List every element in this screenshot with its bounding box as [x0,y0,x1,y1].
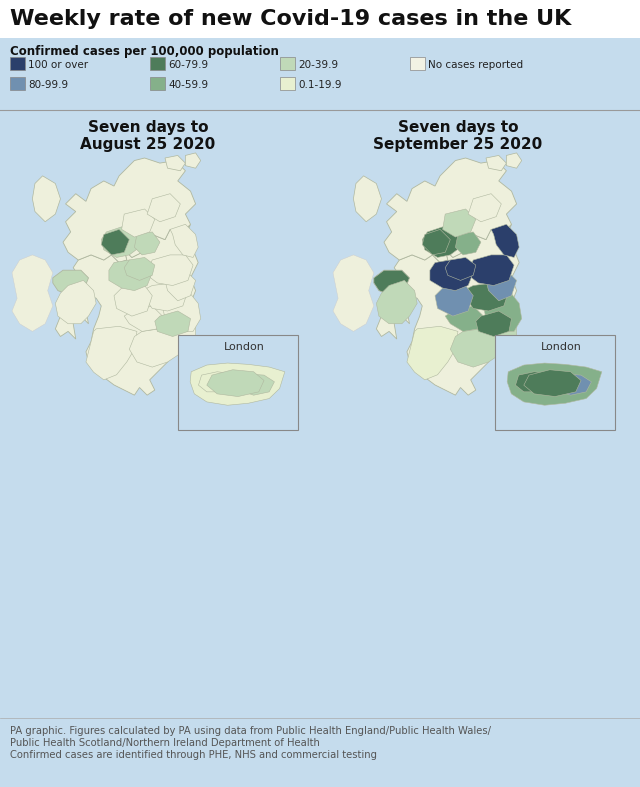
Polygon shape [129,323,196,367]
Bar [10,77,25,90]
Polygon shape [353,176,381,222]
Polygon shape [483,290,522,331]
Polygon shape [507,363,602,405]
Polygon shape [236,374,275,395]
Text: Public Health Scotland/Northern Ireland Department of Health: Public Health Scotland/Northern Ireland … [10,738,320,748]
Text: Confirmed cases per 100,000 population: Confirmed cases per 100,000 population [10,46,279,58]
Text: 80-99.9: 80-99.9 [28,80,68,90]
Polygon shape [553,374,591,395]
Text: Seven days to
September 25 2020: Seven days to September 25 2020 [373,120,543,153]
Polygon shape [491,224,519,257]
Polygon shape [445,306,483,331]
Polygon shape [12,255,53,331]
Bar [150,57,165,70]
Text: 40-59.9: 40-59.9 [168,80,208,90]
Polygon shape [374,270,410,296]
Polygon shape [445,257,476,280]
Polygon shape [466,283,509,311]
Text: Confirmed cases are identified through PHE, NHS and commercial testing: Confirmed cases are identified through P… [10,750,377,760]
Polygon shape [376,280,417,323]
Polygon shape [207,370,264,397]
Polygon shape [155,311,191,337]
Text: London: London [541,342,581,352]
Polygon shape [124,306,163,331]
Polygon shape [101,227,140,257]
Polygon shape [506,153,522,168]
Text: 60-79.9: 60-79.9 [168,60,208,70]
Text: PA graphic. Figures calculated by PA using data from Public Health England/Publi: PA graphic. Figures calculated by PA usi… [10,726,491,736]
Bar [280,57,295,70]
Polygon shape [486,156,506,171]
Polygon shape [63,158,196,263]
Bar [150,77,165,90]
Polygon shape [55,224,198,395]
Bar [495,335,615,430]
Bar [178,335,298,430]
Polygon shape [468,194,501,222]
Text: Weekly rate of new Covid-19 cases in the UK: Weekly rate of new Covid-19 cases in the… [10,9,572,29]
Polygon shape [109,260,152,290]
Polygon shape [430,260,473,290]
Polygon shape [422,227,461,257]
Polygon shape [165,270,196,301]
Polygon shape [114,286,152,316]
Polygon shape [170,224,198,257]
Polygon shape [163,290,201,331]
Text: London: London [223,342,264,352]
Polygon shape [122,209,155,237]
Polygon shape [198,371,236,392]
Text: 20-39.9: 20-39.9 [298,60,338,70]
Polygon shape [524,370,581,397]
Polygon shape [147,194,180,222]
Polygon shape [190,363,285,405]
Bar [10,57,25,70]
Text: 0.1-19.9: 0.1-19.9 [298,80,342,90]
Bar [0,0,640,38]
Bar [410,57,425,70]
Polygon shape [333,255,374,331]
Polygon shape [53,270,88,296]
Polygon shape [435,286,473,316]
Polygon shape [33,176,60,222]
Polygon shape [186,153,201,168]
Text: 100 or over: 100 or over [28,60,88,70]
Polygon shape [422,229,451,255]
Polygon shape [55,280,96,323]
Polygon shape [101,229,129,255]
Polygon shape [124,257,155,280]
Polygon shape [443,209,476,237]
Polygon shape [515,371,553,392]
Polygon shape [376,224,519,395]
Bar [0,38,640,110]
Polygon shape [86,327,137,380]
Polygon shape [486,270,516,301]
Text: Seven days to
August 25 2020: Seven days to August 25 2020 [81,120,216,153]
Polygon shape [134,232,160,255]
Polygon shape [476,311,511,337]
Polygon shape [468,255,514,286]
Polygon shape [145,283,188,311]
Polygon shape [165,156,186,171]
Polygon shape [147,255,193,286]
Polygon shape [456,232,481,255]
Text: No cases reported: No cases reported [428,60,523,70]
Bar [280,77,295,90]
Polygon shape [384,158,516,263]
Polygon shape [451,323,516,367]
Polygon shape [407,327,458,380]
